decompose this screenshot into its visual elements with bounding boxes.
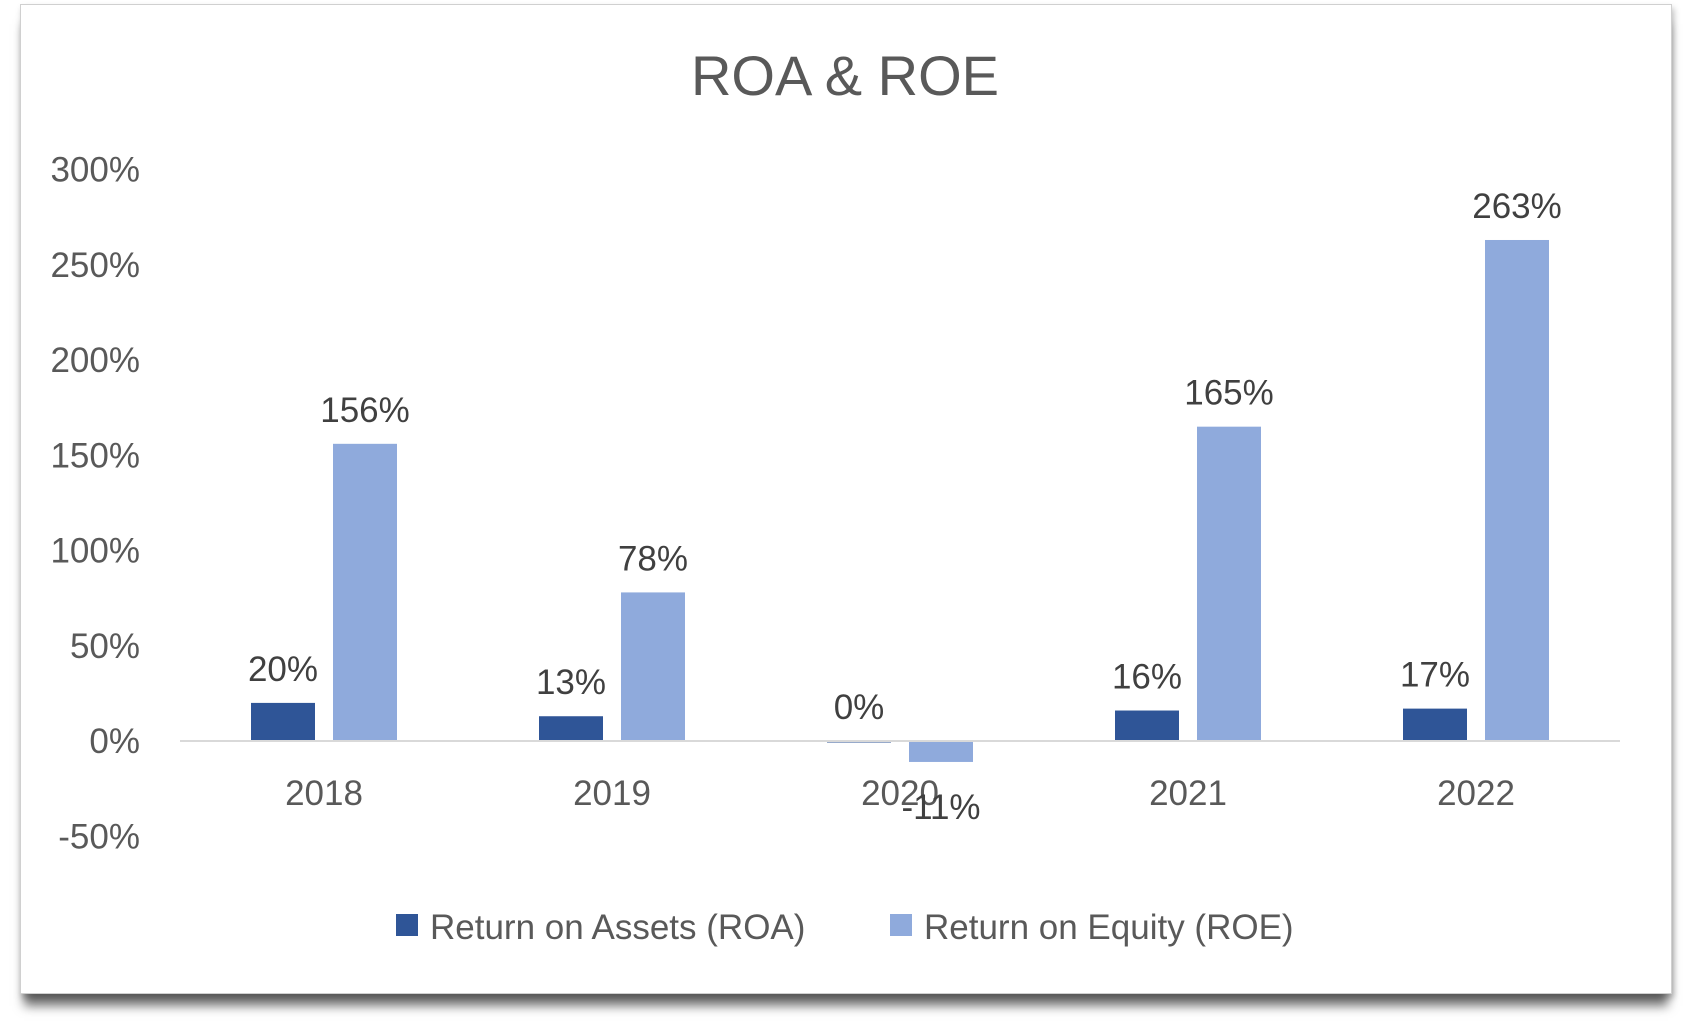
data-label: 17%	[1400, 656, 1470, 695]
x-tick-label: 2022	[1437, 774, 1515, 813]
bar-roe	[621, 592, 685, 741]
data-label: 0%	[834, 688, 885, 727]
y-tick-label: 0%	[89, 722, 140, 761]
data-label: 13%	[536, 663, 606, 702]
x-tick-label: 2021	[1149, 774, 1227, 813]
bar-roa	[1403, 708, 1467, 741]
legend: Return on Assets (ROA) Return on Equity (…	[396, 908, 1294, 947]
y-tick-label: 250%	[50, 246, 140, 285]
y-tick-label: 200%	[50, 341, 140, 380]
data-labels: 20% 156% 13% 78% 0% -11% 16% 165% 17% 263%	[248, 187, 1562, 827]
bar-roe	[1197, 426, 1261, 741]
y-tick-label: 150%	[50, 436, 140, 475]
x-tick-label: 2018	[285, 774, 363, 813]
data-label: 165%	[1184, 374, 1274, 413]
data-label: -11%	[901, 788, 980, 827]
bar-roe	[909, 741, 973, 762]
bar-roa	[539, 716, 603, 741]
bar-roa	[1115, 710, 1179, 741]
data-label: 78%	[618, 539, 688, 578]
y-axis: 300% 250% 200% 150% 100% 50% 0% -50%	[50, 151, 140, 857]
legend-swatch-roa	[396, 914, 418, 936]
x-tick-label: 2020	[861, 774, 939, 813]
x-tick-label: 2019	[573, 774, 651, 813]
data-label: 16%	[1112, 658, 1182, 697]
y-tick-label: 100%	[50, 532, 140, 571]
legend-swatch-roe	[890, 914, 912, 936]
y-tick-label: -50%	[58, 817, 140, 856]
data-label: 20%	[248, 650, 318, 689]
y-tick-label: 50%	[70, 627, 140, 666]
data-label: 263%	[1472, 187, 1562, 226]
chart-title: ROA & ROE	[691, 44, 999, 107]
bar-roe	[333, 443, 397, 741]
chart-card	[20, 4, 1672, 994]
data-label: 156%	[320, 391, 410, 430]
y-tick-label: 300%	[50, 151, 140, 190]
bar-roe	[1485, 239, 1549, 742]
bars	[251, 239, 1549, 762]
bar-roa	[251, 702, 315, 741]
x-axis: 2018 2019 2020 2021 2022	[180, 740, 1620, 813]
legend-label-roe: Return on Equity (ROE)	[924, 908, 1294, 947]
legend-label-roa: Return on Assets (ROA)	[430, 908, 805, 947]
